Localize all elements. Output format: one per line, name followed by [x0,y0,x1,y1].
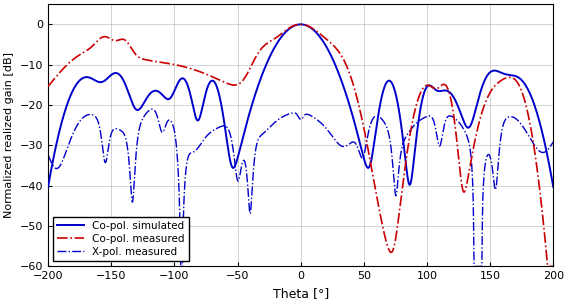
Co-pol. measured [285,27,291,30]
Co-pol. measured [534,173,541,176]
Co-pol. simulated [285,28,291,32]
X-pol. measured [509,115,516,119]
X-pol. measured [149,107,156,111]
Co-pol. simulated [550,185,557,189]
Co-pol. simulated [261,67,268,71]
Y-axis label: Normalized realized gain [dB]: Normalized realized gain [dB] [4,52,14,218]
Co-pol. measured [297,22,304,26]
Co-pol. measured [257,48,264,52]
Co-pol. measured [509,76,516,80]
X-pol. measured [45,153,52,157]
Co-pol. simulated [509,74,516,77]
X-pol. measured [285,112,292,116]
X-pol. measured [261,130,268,134]
Co-pol. simulated [412,146,419,150]
X-pol. measured [177,264,184,268]
Legend: Co-pol. simulated, Co-pol. measured, X-pol. measured: Co-pol. simulated, Co-pol. measured, X-p… [53,217,189,261]
Line: Co-pol. simulated: Co-pol. simulated [48,24,553,187]
X-pol. measured [550,140,557,144]
X-pol. measured [412,123,419,126]
X-axis label: Theta [°]: Theta [°] [273,287,329,300]
Co-pol. simulated [534,114,541,118]
Co-pol. simulated [297,22,304,26]
X-pol. measured [534,148,541,152]
Co-pol. measured [261,44,268,47]
Co-pol. measured [550,264,557,268]
X-pol. measured [257,134,264,138]
Co-pol. simulated [45,185,52,189]
Co-pol. measured [45,85,52,88]
Co-pol. measured [412,108,419,111]
Line: X-pol. measured: X-pol. measured [48,109,553,266]
Co-pol. measured [544,264,551,268]
Co-pol. simulated [257,78,264,81]
Line: Co-pol. measured: Co-pol. measured [48,24,553,266]
